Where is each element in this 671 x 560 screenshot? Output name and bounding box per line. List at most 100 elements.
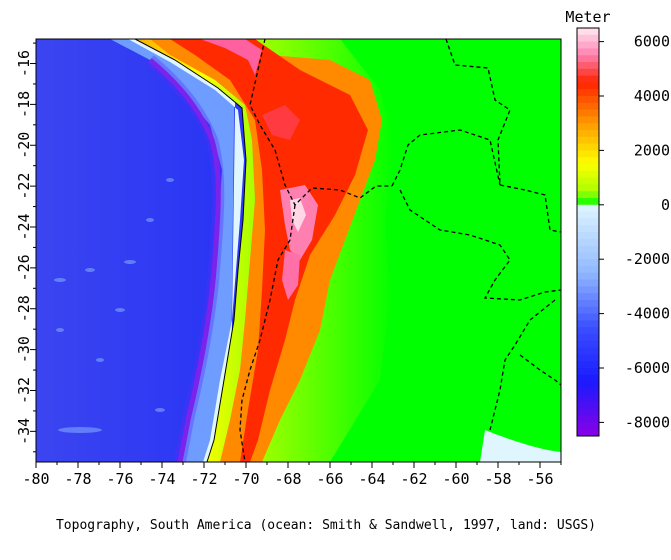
- colorbar-band: [577, 388, 599, 396]
- colorbar-band: [577, 408, 599, 416]
- colorbar-band: [577, 102, 599, 110]
- colorbar-band: [577, 170, 599, 178]
- colorbar-band: [577, 130, 599, 138]
- colorbar-band: [577, 82, 599, 90]
- colorbar-band: [577, 340, 599, 348]
- colorbar-band: [577, 334, 599, 342]
- colorbar-band: [577, 313, 599, 321]
- colorbar-band: [577, 306, 599, 314]
- colorbar-band: [577, 109, 599, 117]
- colorbar-tick-label: -2000: [625, 250, 670, 268]
- colorbar-tick-label: -6000: [625, 359, 670, 377]
- colorbar-band: [577, 415, 599, 423]
- colorbar-band: [577, 300, 599, 308]
- colorbar-band: [577, 361, 599, 369]
- y-axis: -16 -18 -20 -22 -24 -26 -28 -30 -32 -34: [15, 42, 36, 453]
- colorbar-band: [577, 374, 599, 382]
- colorbar-band: [577, 157, 599, 165]
- x-tick-label: -66: [316, 470, 343, 488]
- map-frame: [35, 38, 562, 463]
- colorbar-band: [577, 320, 599, 328]
- colorbar-band: [577, 225, 599, 233]
- colorbar-band: [577, 327, 599, 335]
- x-axis: -80 -78 -76 -74 -72 -70 -68 -66 -64 -62 -60 -58 -56: [22, 462, 562, 488]
- y-tick-label: -20: [15, 132, 33, 159]
- colorbar-band: [577, 177, 599, 185]
- colorbar-band: [577, 89, 599, 97]
- y-tick-label: -34: [15, 418, 33, 445]
- colorbar-band: [577, 204, 599, 212]
- colorbar-band: [577, 75, 599, 83]
- colorbar-tick-label: 2000: [634, 141, 670, 159]
- colorbar-tick-label: -4000: [625, 305, 670, 323]
- y-tick-label: -22: [15, 173, 33, 200]
- colorbar-title: Meter: [565, 8, 610, 26]
- x-tick-label: -64: [358, 470, 385, 488]
- colorbar-band: [577, 232, 599, 240]
- seamounts: [54, 178, 174, 433]
- y-tick-label: -18: [15, 91, 33, 118]
- colorbar-band: [577, 48, 599, 56]
- andes-cordillera: [170, 39, 368, 462]
- x-tick-label: -60: [442, 470, 469, 488]
- x-tick-label: -56: [526, 470, 553, 488]
- colorbar-band: [577, 28, 599, 36]
- figure-caption: Topography, South America (ocean: Smith …: [56, 518, 596, 533]
- colorbar-tick-label: -8000: [625, 413, 670, 431]
- colorbar-band: [577, 55, 599, 63]
- colorbar-band: [577, 34, 599, 42]
- colorbar-band: [577, 381, 599, 389]
- colorbar-band: [577, 259, 599, 267]
- colorbar-band: [577, 96, 599, 104]
- peru-chile-trench: [148, 58, 221, 462]
- colorbar-tick-label: 0: [661, 196, 670, 214]
- colorbar-band: [577, 293, 599, 301]
- colorbar-band: [577, 150, 599, 158]
- colorbar: [576, 27, 600, 437]
- colorbar-band: [577, 191, 599, 199]
- colorbar-band: [577, 422, 599, 430]
- x-tick-label: -76: [106, 470, 133, 488]
- colorbar-band: [577, 184, 599, 192]
- map-panel: [36, 39, 561, 462]
- colorbar-band: [577, 123, 599, 131]
- x-tick-label: -68: [274, 470, 301, 488]
- y-tick-label: -28: [15, 295, 33, 322]
- colorbar-band: [577, 136, 599, 144]
- y-tick-label: -32: [15, 377, 33, 404]
- rio-de-la-plata: [480, 430, 561, 462]
- x-tick-label: -80: [22, 470, 49, 488]
- colorbar-band: [577, 286, 599, 294]
- colorbar-band: [577, 395, 599, 403]
- colorbar-frame: [576, 27, 600, 437]
- colorbar-band: [577, 245, 599, 253]
- colorbar-band: [577, 164, 599, 172]
- coastline: [134, 39, 247, 462]
- colorbar-band: [577, 198, 599, 206]
- colorbar-band: [577, 252, 599, 260]
- colorbar-band: [577, 211, 599, 219]
- national-borders: [239, 39, 561, 462]
- x-tick-label: -58: [484, 470, 511, 488]
- colorbar-band: [577, 368, 599, 376]
- colorbar-band: [577, 347, 599, 355]
- colorbar-band: [577, 429, 599, 437]
- x-tick-label: -78: [64, 470, 91, 488]
- colorbar-ticks: 6000 4000 2000 0 -2000 -4000 -6000 -8000: [599, 33, 670, 431]
- x-tick-label: -72: [190, 470, 217, 488]
- y-tick-label: -16: [15, 50, 33, 77]
- colorbar-band: [577, 62, 599, 70]
- y-tick-label: -24: [15, 213, 33, 240]
- x-tick-label: -70: [232, 470, 259, 488]
- colorbar-tick-label: 4000: [634, 87, 670, 105]
- colorbar-band: [577, 272, 599, 280]
- colorbar-band: [577, 266, 599, 274]
- colorbar-band: [577, 279, 599, 287]
- colorbar-tick-label: 6000: [634, 33, 670, 51]
- colorbar-band: [577, 116, 599, 124]
- colorbar-band: [577, 68, 599, 76]
- colorbar-band: [577, 41, 599, 49]
- x-tick-label: -62: [400, 470, 427, 488]
- colorbar-band: [577, 402, 599, 410]
